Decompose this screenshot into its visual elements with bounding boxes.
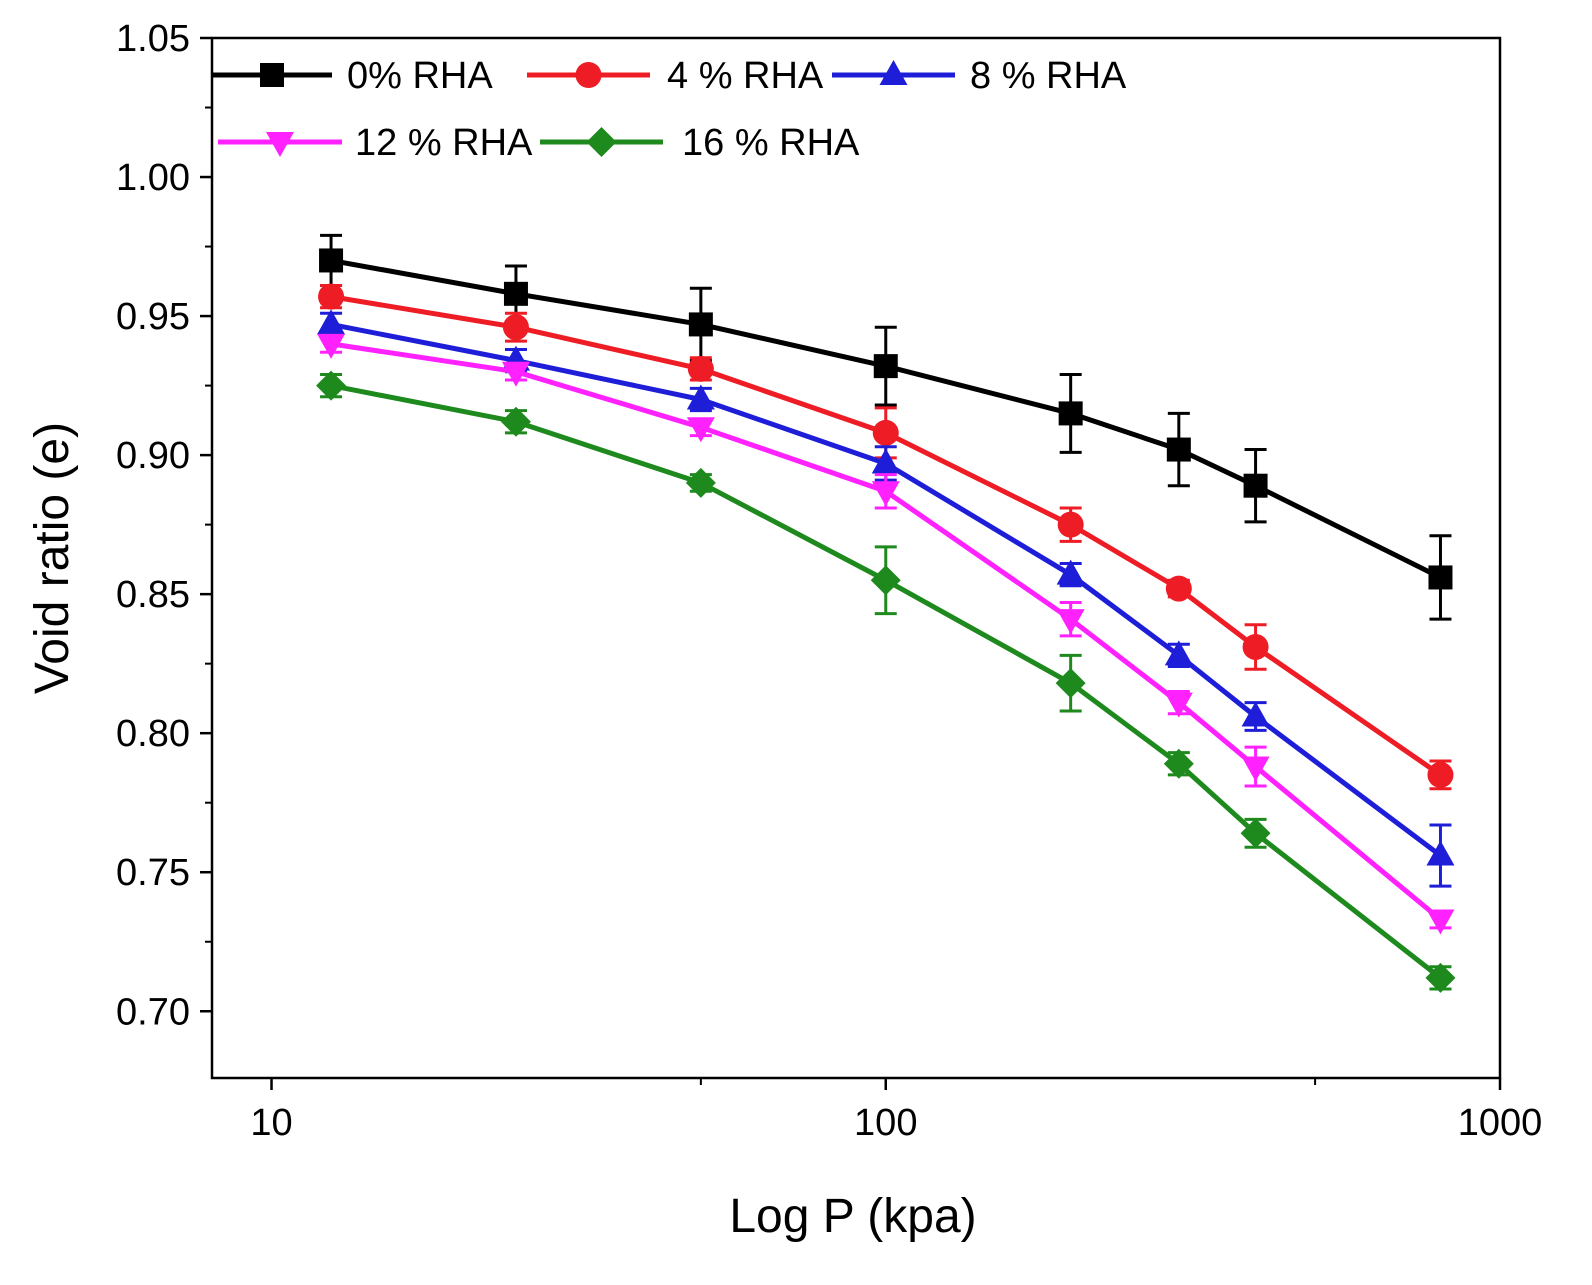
data-point xyxy=(316,370,347,401)
data-point xyxy=(1243,473,1268,498)
data-point xyxy=(687,355,714,382)
data-point xyxy=(1427,761,1454,788)
legend: 0% RHA 4 % RHA 8 % RHA 12 % RHA 16 % RHA xyxy=(212,55,1127,164)
data-point xyxy=(317,309,346,335)
data-point xyxy=(1055,668,1086,699)
series-2 xyxy=(317,309,1455,888)
legend-label: 16 % RHA xyxy=(682,122,860,164)
data-point xyxy=(871,448,900,474)
data-point xyxy=(1166,437,1191,462)
data-point xyxy=(685,467,716,498)
y-tick-label: 0.85 xyxy=(116,574,190,616)
legend-entry-2: 8 % RHA xyxy=(832,55,1127,97)
data-point xyxy=(318,283,345,310)
series-3 xyxy=(317,333,1455,935)
legend-entry-4: 16 % RHA xyxy=(540,122,860,164)
x-tick-label: 1000 xyxy=(1458,1102,1543,1144)
plot-frame xyxy=(210,36,1502,1080)
legend-marker xyxy=(260,63,284,87)
data-point xyxy=(1164,692,1193,718)
x-axis-title: Log P (kpa) xyxy=(729,1190,976,1243)
data-point xyxy=(873,354,898,379)
data-point xyxy=(1058,401,1083,426)
y-tick-label: 1.05 xyxy=(116,18,190,60)
data-point xyxy=(317,333,346,359)
data-point xyxy=(872,419,899,446)
legend-marker xyxy=(575,62,602,88)
y-tick-label: 0.80 xyxy=(116,713,190,755)
data-point xyxy=(1241,701,1270,727)
data-point xyxy=(1428,565,1453,590)
data-point xyxy=(500,406,531,437)
series-line xyxy=(330,383,1443,980)
series-0 xyxy=(319,233,1453,621)
legend-entry-0: 0% RHA xyxy=(212,55,493,97)
legend-label: 12 % RHA xyxy=(355,122,533,164)
x-tick-label: 100 xyxy=(854,1102,917,1144)
data-point xyxy=(688,312,713,337)
data-point xyxy=(1056,609,1085,635)
data-point xyxy=(1425,962,1456,993)
legend-label: 4 % RHA xyxy=(667,55,824,97)
data-point xyxy=(1164,640,1193,666)
data-point xyxy=(686,417,715,443)
data-point xyxy=(503,281,528,306)
series-layer xyxy=(316,233,1456,993)
data-point xyxy=(1056,559,1085,585)
data-point xyxy=(1242,633,1269,660)
legend-entry-3: 12 % RHA xyxy=(218,122,533,164)
y-tick-label: 1.00 xyxy=(116,157,190,199)
data-point xyxy=(319,248,344,273)
legend-marker xyxy=(879,60,908,85)
data-point xyxy=(1163,748,1194,779)
data-point xyxy=(1426,909,1455,935)
data-point xyxy=(502,314,529,341)
data-point xyxy=(1241,756,1270,782)
series-line xyxy=(330,257,1442,580)
y-tick-label: 0.95 xyxy=(116,296,190,338)
data-point xyxy=(1057,511,1084,538)
legend-label: 0% RHA xyxy=(347,55,493,97)
y-tick-label: 0.75 xyxy=(116,852,190,894)
data-point xyxy=(1426,840,1455,866)
series-1 xyxy=(318,283,1454,791)
series-line xyxy=(330,294,1442,777)
axes-layer: 0.70 0.75 0.80 0.85 0.90 0.95 1.00 1.05 10 100 100… xyxy=(116,18,1542,1144)
x-tick-label: 10 xyxy=(250,1102,292,1144)
data-point xyxy=(1240,818,1271,849)
legend-label: 8 % RHA xyxy=(970,55,1127,97)
data-point xyxy=(501,361,530,387)
legend-marker xyxy=(586,127,617,157)
data-point xyxy=(870,565,901,596)
series-4 xyxy=(316,370,1456,993)
y-tick-label: 0.90 xyxy=(116,435,190,477)
y-tick-label: 0.70 xyxy=(116,991,190,1033)
data-point xyxy=(1165,575,1192,602)
series-line xyxy=(330,341,1443,922)
legend-entry-1: 4 % RHA xyxy=(527,55,824,97)
y-axis-title: Void ratio (e) xyxy=(26,422,79,694)
legend-marker xyxy=(266,132,294,157)
data-point xyxy=(871,481,900,507)
data-point xyxy=(686,384,715,410)
series-line xyxy=(330,321,1442,858)
